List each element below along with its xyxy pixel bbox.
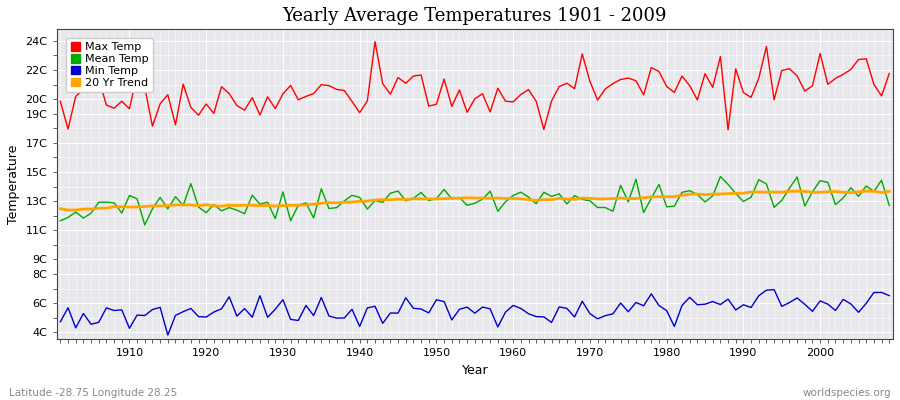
Text: Latitude -28.75 Longitude 28.25: Latitude -28.75 Longitude 28.25 bbox=[9, 388, 177, 398]
X-axis label: Year: Year bbox=[462, 364, 488, 377]
Title: Yearly Average Temperatures 1901 - 2009: Yearly Average Temperatures 1901 - 2009 bbox=[283, 7, 667, 25]
Legend: Max Temp, Mean Temp, Min Temp, 20 Yr Trend: Max Temp, Mean Temp, Min Temp, 20 Yr Tre… bbox=[67, 38, 153, 92]
Y-axis label: Temperature: Temperature bbox=[7, 145, 20, 224]
Text: worldspecies.org: worldspecies.org bbox=[803, 388, 891, 398]
